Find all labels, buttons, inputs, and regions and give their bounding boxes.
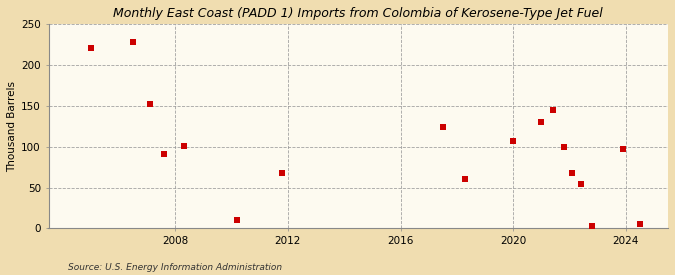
Text: Source: U.S. Energy Information Administration: Source: U.S. Energy Information Administ… <box>68 263 281 272</box>
Point <box>575 182 586 186</box>
Y-axis label: Thousand Barrels: Thousand Barrels <box>7 81 17 172</box>
Point <box>178 144 189 148</box>
Point <box>547 108 558 112</box>
Point <box>85 46 96 51</box>
Point <box>144 102 155 106</box>
Point <box>567 170 578 175</box>
Point <box>536 120 547 124</box>
Point <box>508 139 518 143</box>
Point <box>634 222 645 227</box>
Point <box>618 147 628 151</box>
Point <box>460 177 470 182</box>
Point <box>587 224 597 228</box>
Title: Monthly East Coast (PADD 1) Imports from Colombia of Kerosene-Type Jet Fuel: Monthly East Coast (PADD 1) Imports from… <box>113 7 603 20</box>
Point <box>232 218 242 222</box>
Point <box>159 152 169 156</box>
Point <box>558 144 569 149</box>
Point <box>128 40 138 44</box>
Point <box>277 170 288 175</box>
Point <box>437 125 448 129</box>
